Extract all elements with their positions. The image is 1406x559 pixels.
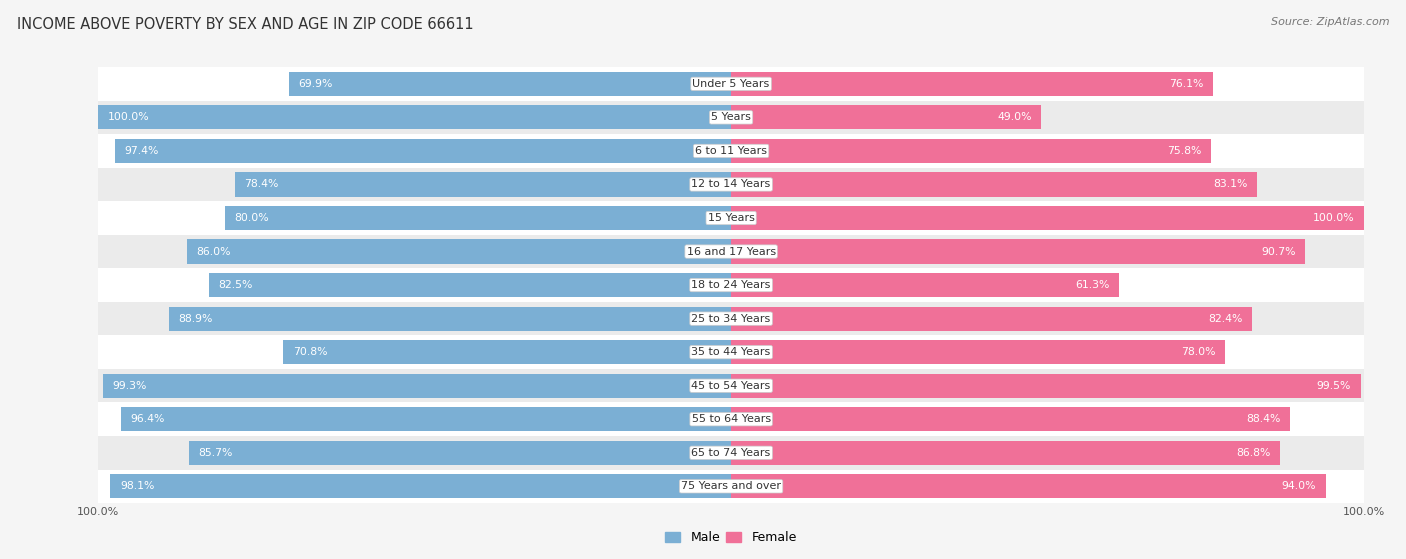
Text: Under 5 Years: Under 5 Years bbox=[693, 79, 769, 89]
Bar bbox=[188, 440, 731, 465]
Bar bbox=[731, 105, 1040, 130]
Text: 69.9%: 69.9% bbox=[298, 79, 333, 89]
Bar bbox=[98, 101, 1364, 134]
Bar bbox=[731, 373, 1361, 398]
Text: 85.7%: 85.7% bbox=[198, 448, 233, 458]
Bar bbox=[731, 139, 1211, 163]
Text: 70.8%: 70.8% bbox=[292, 347, 328, 357]
Bar bbox=[98, 201, 1364, 235]
Bar bbox=[731, 72, 1212, 96]
Bar bbox=[98, 335, 1364, 369]
Text: 75 Years and over: 75 Years and over bbox=[681, 481, 782, 491]
Text: 82.5%: 82.5% bbox=[218, 280, 253, 290]
Text: 78.4%: 78.4% bbox=[245, 179, 278, 190]
Bar bbox=[225, 206, 731, 230]
Text: 15 Years: 15 Years bbox=[707, 213, 755, 223]
Text: 83.1%: 83.1% bbox=[1213, 179, 1247, 190]
Text: 18 to 24 Years: 18 to 24 Years bbox=[692, 280, 770, 290]
Text: 86.0%: 86.0% bbox=[197, 247, 231, 257]
Bar bbox=[98, 105, 731, 130]
Bar bbox=[98, 369, 1364, 402]
Text: 88.4%: 88.4% bbox=[1247, 414, 1281, 424]
Text: 86.8%: 86.8% bbox=[1236, 448, 1271, 458]
Bar bbox=[98, 470, 1364, 503]
Bar bbox=[169, 306, 731, 331]
Text: 25 to 34 Years: 25 to 34 Years bbox=[692, 314, 770, 324]
Text: Source: ZipAtlas.com: Source: ZipAtlas.com bbox=[1271, 17, 1389, 27]
Bar bbox=[98, 268, 1364, 302]
Bar bbox=[98, 67, 1364, 101]
Text: 76.1%: 76.1% bbox=[1168, 79, 1204, 89]
Text: 100.0%: 100.0% bbox=[108, 112, 149, 122]
Text: 65 to 74 Years: 65 to 74 Years bbox=[692, 448, 770, 458]
Text: 16 and 17 Years: 16 and 17 Years bbox=[686, 247, 776, 257]
Legend: Male, Female: Male, Female bbox=[661, 526, 801, 549]
Text: 5 Years: 5 Years bbox=[711, 112, 751, 122]
Text: 80.0%: 80.0% bbox=[235, 213, 269, 223]
Bar bbox=[731, 172, 1257, 197]
Bar bbox=[288, 72, 731, 96]
Bar bbox=[731, 474, 1326, 499]
Bar bbox=[98, 235, 1364, 268]
Text: 55 to 64 Years: 55 to 64 Years bbox=[692, 414, 770, 424]
Bar bbox=[98, 168, 1364, 201]
Text: 49.0%: 49.0% bbox=[997, 112, 1032, 122]
Bar bbox=[111, 474, 731, 499]
Text: 94.0%: 94.0% bbox=[1282, 481, 1316, 491]
Text: 75.8%: 75.8% bbox=[1167, 146, 1201, 156]
Text: 82.4%: 82.4% bbox=[1209, 314, 1243, 324]
Bar bbox=[731, 340, 1225, 364]
Text: 12 to 14 Years: 12 to 14 Years bbox=[692, 179, 770, 190]
Bar bbox=[98, 402, 1364, 436]
Text: INCOME ABOVE POVERTY BY SEX AND AGE IN ZIP CODE 66611: INCOME ABOVE POVERTY BY SEX AND AGE IN Z… bbox=[17, 17, 474, 32]
Bar bbox=[731, 407, 1291, 432]
Bar bbox=[731, 206, 1364, 230]
Text: 98.1%: 98.1% bbox=[120, 481, 155, 491]
Text: 99.5%: 99.5% bbox=[1317, 381, 1351, 391]
Bar bbox=[209, 273, 731, 297]
Bar bbox=[731, 306, 1253, 331]
Text: 45 to 54 Years: 45 to 54 Years bbox=[692, 381, 770, 391]
Bar bbox=[731, 273, 1119, 297]
Text: 90.7%: 90.7% bbox=[1261, 247, 1295, 257]
Bar bbox=[235, 172, 731, 197]
Text: 96.4%: 96.4% bbox=[131, 414, 165, 424]
Bar bbox=[283, 340, 731, 364]
Bar bbox=[115, 139, 731, 163]
Bar bbox=[98, 302, 1364, 335]
Text: 61.3%: 61.3% bbox=[1076, 280, 1109, 290]
Text: 6 to 11 Years: 6 to 11 Years bbox=[695, 146, 768, 156]
Bar bbox=[731, 440, 1281, 465]
Text: 97.4%: 97.4% bbox=[124, 146, 159, 156]
Bar bbox=[731, 239, 1305, 264]
Text: 35 to 44 Years: 35 to 44 Years bbox=[692, 347, 770, 357]
Bar bbox=[98, 436, 1364, 470]
Bar bbox=[98, 134, 1364, 168]
Text: 78.0%: 78.0% bbox=[1181, 347, 1215, 357]
Bar bbox=[103, 373, 731, 398]
Text: 88.9%: 88.9% bbox=[179, 314, 212, 324]
Bar bbox=[121, 407, 731, 432]
Text: 100.0%: 100.0% bbox=[1313, 213, 1354, 223]
Text: 99.3%: 99.3% bbox=[112, 381, 146, 391]
Bar bbox=[187, 239, 731, 264]
